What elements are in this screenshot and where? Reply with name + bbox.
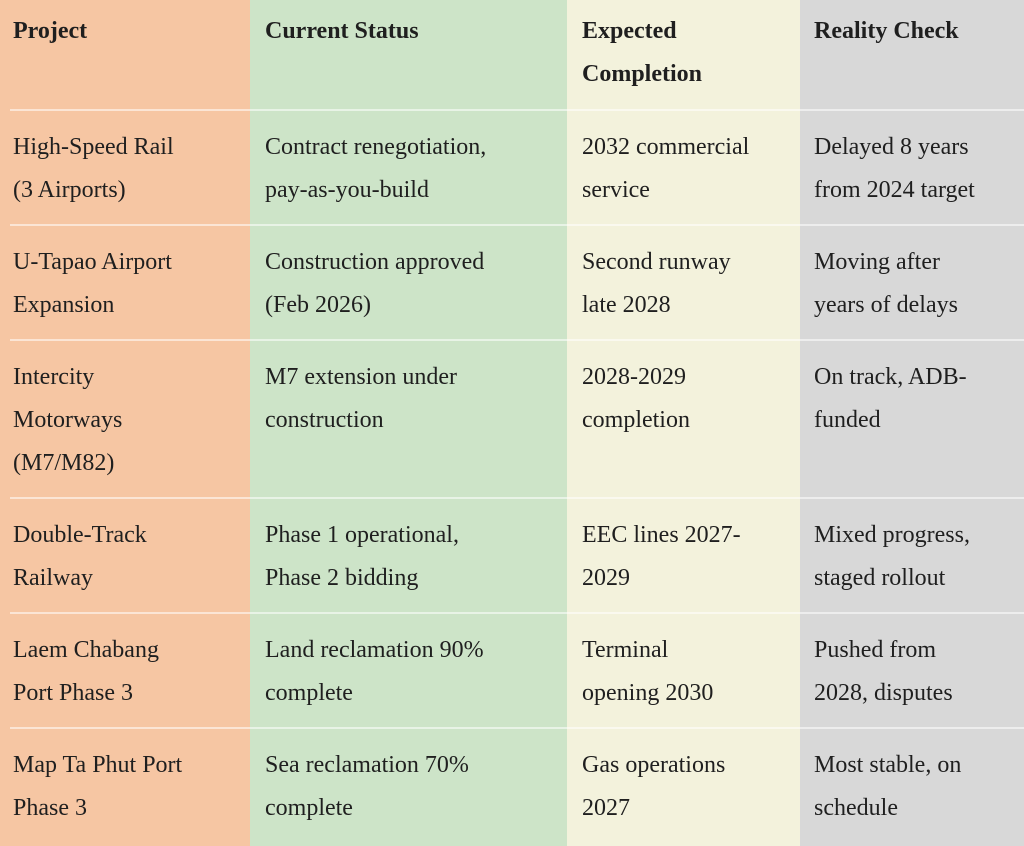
row-divider (10, 612, 1024, 614)
cell-text: Railway (13, 565, 93, 591)
cell-text: M7 extension under (265, 364, 457, 390)
cell-text: Port Phase 3 (13, 680, 133, 706)
cell-text: Second runway (582, 249, 731, 275)
cell-text: Reality Check (814, 18, 959, 44)
cell-text: Construction approved (265, 249, 485, 275)
table-cell: 2032 commercial service (582, 126, 749, 212)
table-cell: Intercity Motorways (M7/M82) (13, 356, 122, 485)
row-divider (10, 497, 1024, 499)
cell-text: Completion (582, 61, 702, 87)
cell-text: 2032 commercial (582, 134, 750, 160)
cell-text: On track, ADB- (814, 364, 967, 390)
table-cell: Sea reclamation 70% complete (265, 744, 469, 830)
table-cell: Mixed progress, staged rollout (814, 514, 970, 600)
cell-text: (Feb 2026) (265, 292, 371, 318)
cell-text: Project (13, 18, 88, 44)
cell-text: schedule (814, 795, 898, 821)
cell-text: Land reclamation 90% (265, 637, 484, 663)
cell-text: pay-as-you-build (265, 177, 429, 203)
cell-text: complete (265, 795, 353, 821)
row-divider (10, 727, 1024, 729)
table-cell: Map Ta Phut Port Phase 3 (13, 744, 182, 830)
cell-text: Gas operations (582, 752, 726, 778)
cell-text: 2027 (582, 795, 630, 821)
cell-text: Phase 3 (13, 795, 87, 821)
cell-text: Laem Chabang (13, 637, 159, 663)
table-cell: Moving after years of delays (814, 241, 958, 327)
table-cell: Phase 1 operational, Phase 2 bidding (265, 514, 459, 600)
cell-text: Contract renegotiation, (265, 134, 487, 160)
table-cell: Double-Track Railway (13, 514, 147, 600)
table-cell: EEC lines 2027- 2029 (582, 514, 741, 600)
cell-text: funded (814, 407, 881, 433)
cell-text: Double-Track (13, 522, 147, 548)
row-divider (10, 109, 1024, 111)
cell-text: Current Status (265, 18, 419, 44)
cell-text: Phase 1 operational, (265, 522, 459, 548)
cell-text: late 2028 (582, 292, 671, 318)
cell-text: Phase 2 bidding (265, 565, 419, 591)
cell-text: opening 2030 (582, 680, 714, 706)
cell-text: Expected (582, 18, 677, 44)
cell-text: Moving after (814, 249, 940, 275)
cell-text: Map Ta Phut Port (13, 752, 183, 778)
table-cell: M7 extension under construction (265, 356, 457, 442)
table-cell: Contract renegotiation, pay-as-you-build (265, 126, 486, 212)
cell-text: staged rollout (814, 565, 946, 591)
cell-text: Sea reclamation 70% (265, 752, 469, 778)
table-cell: U-Tapao Airport Expansion (13, 241, 172, 327)
cell-text: 2029 (582, 565, 630, 591)
table-cell: Second runway late 2028 (582, 241, 731, 327)
header-cell: Current Status (265, 10, 419, 53)
column-bg (250, 0, 567, 846)
cell-text: years of delays (814, 292, 958, 318)
header-cell: Reality Check (814, 10, 959, 53)
cell-text: Mixed progress, (814, 522, 970, 548)
cell-text: service (582, 177, 650, 203)
cell-text: Expansion (13, 292, 115, 318)
table-cell: Most stable, on schedule (814, 744, 961, 830)
cell-text: EEC lines 2027- (582, 522, 741, 548)
table-cell: Terminal opening 2030 (582, 629, 713, 715)
cell-text: High-Speed Rail (13, 134, 174, 160)
table-cell: Construction approved (Feb 2026) (265, 241, 484, 327)
row-divider (10, 339, 1024, 341)
cell-text: from 2024 target (814, 177, 975, 203)
cell-text: Intercity (13, 364, 95, 390)
table-cell: Land reclamation 90% complete (265, 629, 484, 715)
cell-text: Motorways (13, 407, 123, 433)
row-divider (10, 224, 1024, 226)
cell-text: Terminal (582, 637, 669, 663)
cell-text: completion (582, 407, 690, 433)
cell-text: Delayed 8 years (814, 134, 969, 160)
column-bg (567, 0, 800, 846)
cell-text: (M7/M82) (13, 450, 115, 476)
table-cell: Pushed from 2028, disputes (814, 629, 953, 715)
header-cell: Project (13, 10, 87, 53)
table-cell: Laem Chabang Port Phase 3 (13, 629, 159, 715)
cell-text: Most stable, on (814, 752, 962, 778)
cell-text: (3 Airports) (13, 177, 126, 203)
cell-text: 2028-2029 (582, 364, 686, 390)
table-cell: 2028-2029 completion (582, 356, 690, 442)
column-bg (800, 0, 1024, 846)
cell-text: Pushed from (814, 637, 936, 663)
cell-text: U-Tapao Airport (13, 249, 172, 275)
table-cell: High-Speed Rail (3 Airports) (13, 126, 174, 212)
table-cell: On track, ADB-funded (814, 356, 967, 442)
table-cell: Delayed 8 years from 2024 target (814, 126, 975, 212)
cell-text: complete (265, 680, 353, 706)
cell-text: construction (265, 407, 384, 433)
header-cell: Expected Completion (582, 10, 702, 96)
cell-text: 2028, disputes (814, 680, 953, 706)
table-cell: Gas operations 2027 (582, 744, 725, 830)
column-bg (0, 0, 250, 846)
